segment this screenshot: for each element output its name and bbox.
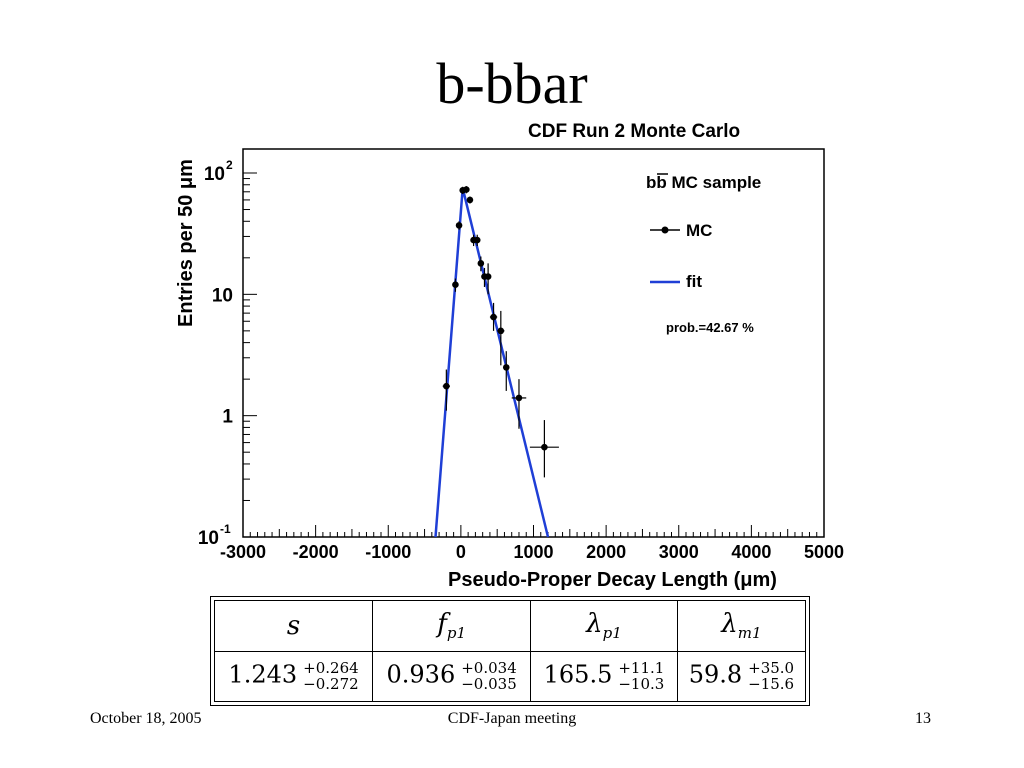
y-tick-label: 1 bbox=[222, 407, 233, 428]
data-marker bbox=[484, 273, 492, 280]
y-tick-exponent: 2 bbox=[226, 158, 233, 172]
fit-curve bbox=[434, 187, 550, 538]
mc-data-point bbox=[477, 256, 485, 272]
footer-date: October 18, 2005 bbox=[90, 710, 202, 727]
y-tick-exponent: -1 bbox=[220, 522, 231, 536]
footer-meeting: CDF-Japan meeting bbox=[447, 710, 577, 727]
mc-data-point bbox=[455, 221, 463, 230]
legend-entry-fit: fit bbox=[686, 272, 702, 291]
data-marker bbox=[497, 327, 505, 335]
table-header-row: s fp1 λp1 λm1 bbox=[213, 600, 807, 652]
chart-title: CDF Run 2 Monte Carlo bbox=[528, 121, 740, 142]
value-s: 1.243 +0.264 −0.272 bbox=[213, 650, 374, 702]
header-lambda-p1: λp1 bbox=[530, 600, 678, 652]
x-tick-label: 4000 bbox=[731, 542, 771, 562]
y-tick-label: 10 bbox=[204, 164, 225, 185]
data-marker bbox=[490, 313, 497, 321]
fit-probability: prob.=42.67 % bbox=[666, 320, 754, 335]
data-marker bbox=[452, 281, 459, 289]
data-marker bbox=[455, 222, 463, 229]
fit-line-path bbox=[434, 187, 550, 538]
mc-data-point bbox=[489, 302, 498, 331]
mc-data-point bbox=[473, 234, 481, 247]
header-fp1: fp1 bbox=[372, 600, 532, 652]
data-marker bbox=[473, 236, 481, 244]
header-s: s bbox=[213, 600, 374, 652]
x-tick-label: 5000 bbox=[804, 542, 844, 562]
x-axis: -3000 -2000 -1000 0 1000 2000 3000 4000 5000 bbox=[220, 525, 844, 562]
data-marker bbox=[477, 260, 485, 267]
value-lambda-p1: 165.5 +11.1 −10.3 bbox=[530, 650, 678, 702]
value-lambda-m1: 59.8 +35.0 −15.6 bbox=[676, 650, 807, 702]
footer-page-number: 13 bbox=[915, 710, 931, 727]
header-lambda-m1: λm1 bbox=[676, 600, 807, 652]
table-value-row: 1.243 +0.264 −0.272 0.936 +0.034 −0.035 165.… bbox=[213, 650, 807, 702]
value-fp1: 0.936 +0.034 −0.035 bbox=[372, 650, 532, 702]
data-marker bbox=[466, 196, 474, 204]
data-marker bbox=[463, 186, 470, 193]
mc-data-point bbox=[452, 278, 459, 292]
data-marker bbox=[541, 443, 548, 451]
y-axis-label: Entries per 50 μm bbox=[175, 159, 197, 327]
x-tick-label: 0 bbox=[456, 542, 466, 562]
x-tick-label: -3000 bbox=[220, 542, 266, 562]
x-axis-label: Pseudo-Proper Decay Length (μm) bbox=[448, 569, 777, 591]
mc-points bbox=[442, 186, 559, 478]
y-tick-label: 10 bbox=[198, 528, 219, 549]
slide-title: b-bbar bbox=[436, 51, 588, 116]
mc-data-point bbox=[529, 420, 559, 478]
mc-data-point bbox=[463, 186, 470, 194]
legend-mc-marker bbox=[661, 226, 669, 234]
mc-data-point bbox=[502, 351, 510, 391]
data-marker bbox=[443, 382, 450, 390]
data-marker bbox=[502, 364, 510, 371]
fit-parameter-table: s fp1 λp1 λm1 1.243 +0.264 −0.272 0.936 +0.… bbox=[210, 596, 810, 706]
x-tick-label: -1000 bbox=[365, 542, 411, 562]
x-tick-label: 2000 bbox=[586, 542, 626, 562]
x-tick-label: 1000 bbox=[513, 542, 553, 562]
mc-data-point bbox=[511, 379, 527, 429]
x-tick-label: -2000 bbox=[293, 542, 339, 562]
decay-length-chart: CDF Run 2 Monte Carlo -3000 -2000 -1000 0 10… bbox=[175, 121, 844, 591]
legend-entry-mc: MC bbox=[686, 221, 712, 240]
legend: bb MC sample MC fit prob.=42.67 % bbox=[646, 173, 761, 335]
mc-data-point bbox=[484, 263, 492, 295]
y-tick-label: 10 bbox=[212, 285, 233, 306]
mc-data-point bbox=[442, 369, 450, 411]
mc-data-point bbox=[466, 196, 474, 204]
x-tick-label: 3000 bbox=[659, 542, 699, 562]
mc-data-point bbox=[497, 310, 505, 366]
data-marker bbox=[515, 394, 523, 402]
legend-header: bb MC sample bbox=[646, 173, 761, 192]
